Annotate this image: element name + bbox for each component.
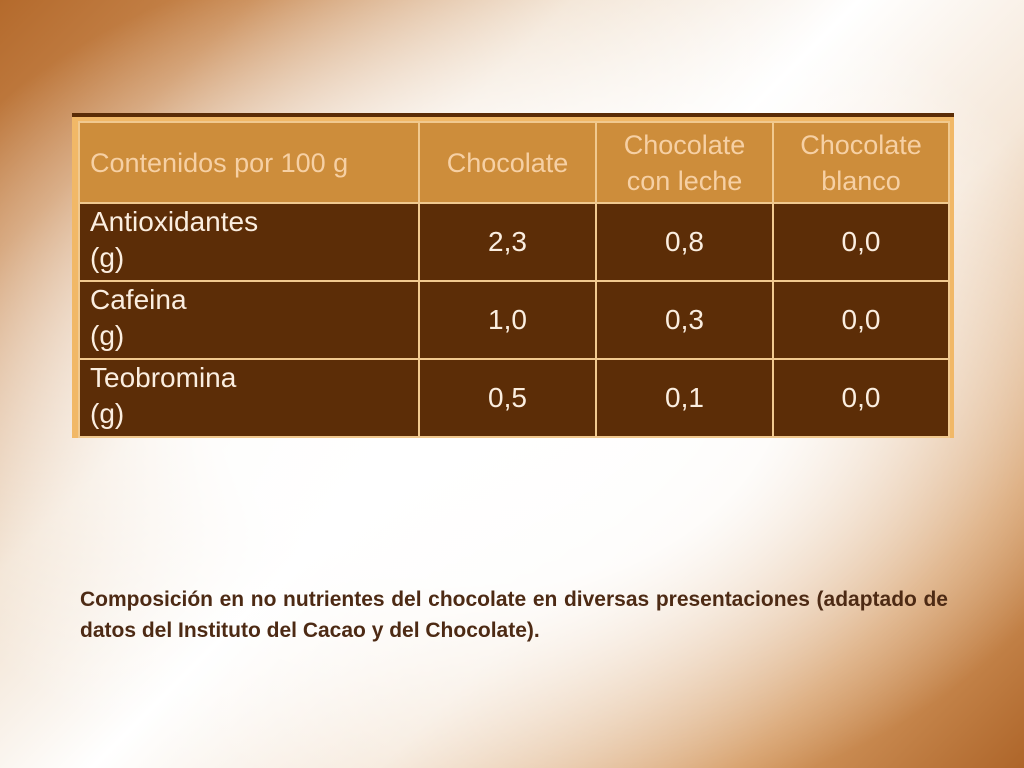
row-unit: (g): [90, 398, 125, 429]
header-contenidos: Contenidos por 100 g: [78, 121, 420, 204]
header-chocolate-blanco: Chocolate blanco: [772, 121, 950, 204]
header-chocolate-con-leche-line-1: Chocolate: [623, 129, 746, 160]
row-unit: (g): [90, 242, 125, 273]
cell-teobromina-chocolate-con-leche: 0,1: [595, 358, 774, 438]
table-row-cafeina: Cafeina (g) 1,0 0,3 0,0: [78, 280, 950, 360]
header-contenidos-text: Contenidos por 100 g: [90, 147, 349, 178]
table-row-teobromina: Teobromina (g) 0,5 0,1 0,0: [78, 358, 950, 438]
row-name: Cafeina: [90, 284, 187, 315]
cell-antioxidantes-chocolate-con-leche: 0,8: [595, 202, 774, 282]
header-chocolate-blanco-line-2: blanco: [821, 165, 901, 196]
cell-antioxidantes-chocolate-blanco: 0,0: [772, 202, 950, 282]
header-chocolate: Chocolate: [418, 121, 597, 204]
header-chocolate-con-leche: Chocolate con leche: [595, 121, 774, 204]
table-caption: Composición en no nutrientes del chocola…: [80, 588, 948, 642]
nutrient-table: Contenidos por 100 g Chocolate Chocolate…: [78, 121, 950, 438]
cell-teobromina-chocolate: 0,5: [418, 358, 597, 438]
cell-antioxidantes-chocolate: 2,3: [418, 202, 597, 282]
cell-cafeina-chocolate: 1,0: [418, 280, 597, 360]
row-label-teobromina: Teobromina (g): [78, 358, 420, 438]
row-label-cafeina: Cafeina (g): [78, 280, 420, 360]
header-chocolate-text: Chocolate: [446, 147, 569, 178]
cell-cafeina-chocolate-con-leche: 0,3: [595, 280, 774, 360]
header-chocolate-con-leche-line-2: con leche: [626, 165, 743, 196]
row-name: Antioxidantes: [90, 206, 259, 237]
cell-teobromina-chocolate-blanco: 0,0: [772, 358, 950, 438]
nutrient-table-frame: Contenidos por 100 g Chocolate Chocolate…: [72, 113, 954, 438]
cell-cafeina-chocolate-blanco: 0,0: [772, 280, 950, 360]
row-unit: (g): [90, 320, 125, 351]
header-chocolate-blanco-line-1: Chocolate: [800, 129, 922, 160]
table-row-antioxidantes: Antioxidantes (g) 2,3 0,8 0,0: [78, 202, 950, 282]
table-header-row: Contenidos por 100 g Chocolate Chocolate…: [78, 121, 950, 204]
row-label-antioxidantes: Antioxidantes (g): [78, 202, 420, 282]
row-name: Teobromina: [90, 362, 237, 393]
